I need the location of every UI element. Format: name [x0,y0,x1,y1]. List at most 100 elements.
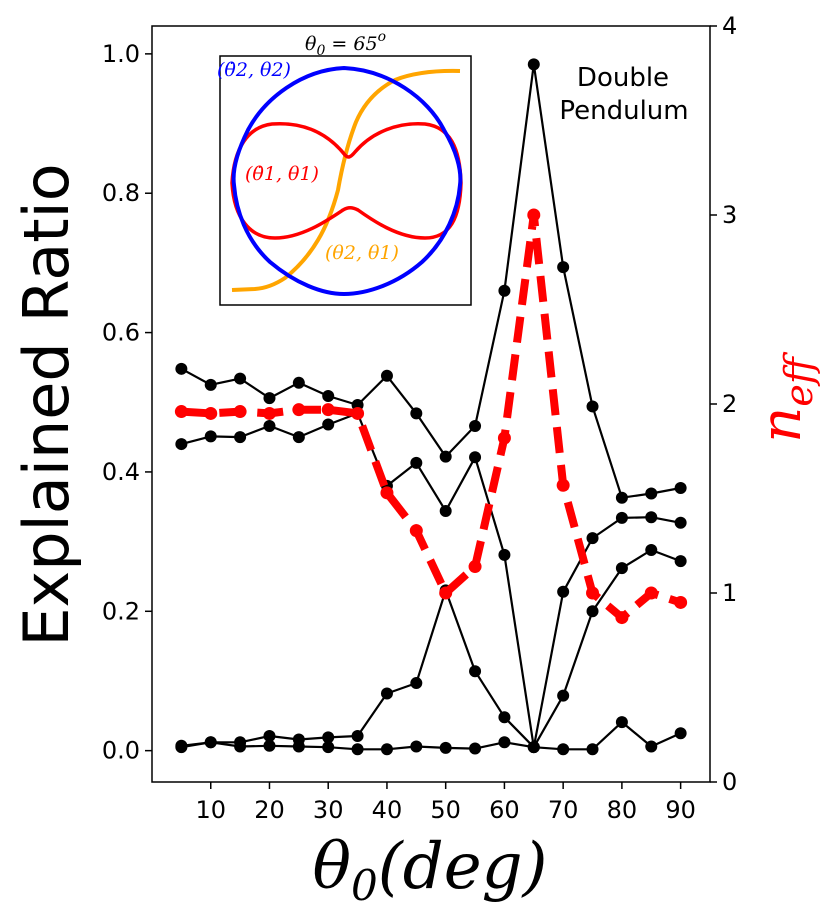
data-point-neff [204,406,218,420]
data-point-ratio-3 [615,562,628,575]
data-point-ratio-2 [292,431,305,444]
data-point-neff [321,403,335,417]
data-point-ratio-1 [586,400,599,413]
data-point-neff [644,586,658,600]
data-point-neff [615,611,629,625]
data-point-ratio-3 [263,730,276,743]
y2-tick-label: 4 [722,12,737,40]
data-point-neff [262,406,276,420]
inset-frame [219,55,472,306]
data-point-ratio-4 [674,727,687,740]
x-tick-label: 30 [313,796,344,824]
data-point-ratio-4 [498,736,511,749]
inset-label-red: (θ̇1, θ1) [245,163,319,185]
data-point-neff [439,586,453,600]
data-point-ratio-1 [674,481,687,494]
data-point-ratio-3 [674,555,687,568]
data-point-ratio-1 [380,369,393,382]
data-point-ratio-2 [175,438,188,451]
x-tick-label: 40 [372,796,403,824]
data-point-ratio-1 [410,407,423,420]
y-tick-label: 0.2 [102,597,140,625]
y-tick-label: 0.4 [102,458,140,486]
data-point-ratio-4 [292,740,305,753]
data-point-ratio-1 [557,261,570,274]
data-point-ratio-2 [322,418,335,431]
data-point-ratio-2 [263,419,276,432]
series-line-ratio-4 [181,720,682,751]
y-tick-label: 1.0 [102,40,140,68]
data-point-ratio-1 [204,378,217,391]
data-point-ratio-4 [557,743,570,756]
x-axis-label: θ0(deg) [312,830,547,910]
inset-label-blue: (θ̇2, θ2) [217,59,291,81]
data-point-ratio-2 [615,511,628,524]
y-tick-label: 0.0 [102,737,140,765]
data-point-ratio-2 [204,430,217,443]
data-point-ratio-2 [557,585,570,598]
data-point-ratio-2 [645,511,658,524]
data-point-ratio-4 [527,741,540,754]
data-point-ratio-2 [498,548,511,561]
data-point-ratio-3 [322,731,335,744]
data-point-ratio-1 [234,372,247,385]
y-tick-label: 0.6 [102,319,140,347]
series-line-ratio-2 [181,412,681,749]
data-point-ratio-1 [645,487,658,500]
data-point-ratio-4 [410,740,423,753]
data-point-ratio-1 [263,392,276,405]
y2-axis-label: neff [749,351,821,443]
y-axis-label: Explained Ratio [10,163,83,646]
annotation-pendulum: Pendulum [559,96,688,126]
inset-plot: θ0 = 65o (θ̇2, θ2) (θ̇1, θ1) (θ2, θ1) [217,29,472,306]
data-point-ratio-3 [645,543,658,556]
x-tick-label: 50 [430,796,461,824]
data-point-neff [233,405,247,419]
data-point-neff [174,405,188,419]
data-point-neff [674,595,688,609]
y2-tick-label: 2 [722,390,737,418]
data-point-ratio-1 [469,419,482,432]
y2-tick-label: 3 [722,201,737,229]
data-point-ratio-4 [380,743,393,756]
data-point-ratio-1 [292,376,305,389]
data-point-neff [497,431,511,445]
data-point-neff [351,406,365,420]
x-tick-label: 10 [195,796,226,824]
data-point-neff [380,486,394,500]
axes-layer: 10 20 30 40 50 60 70 80 90 0.0 0.2 0.4 0.6 0.8 1.0 0 1 2 3… [102,12,737,824]
data-point-ratio-4 [351,743,364,756]
data-point-neff [527,208,541,222]
data-point-ratio-2 [469,451,482,464]
data-point-ratio-3 [469,665,482,678]
inset-title: θ0 = 65o [305,29,386,59]
data-point-ratio-3 [498,711,511,724]
data-point-ratio-2 [234,431,247,444]
data-point-ratio-3 [410,677,423,690]
data-point-ratio-4 [645,740,658,753]
data-point-ratio-1 [439,450,452,463]
series-line-ratio-3 [181,548,681,749]
data-point-ratio-1 [322,389,335,402]
data-point-ratio-4 [615,716,628,729]
inset-label-orange: (θ2, θ1) [325,242,399,264]
data-point-ratio-4 [263,739,276,752]
data-point-neff [556,478,570,492]
data-point-ratio-3 [380,687,393,700]
x-tick-label: 60 [489,796,520,824]
x-tick-label: 70 [548,796,579,824]
data-point-neff [586,586,600,600]
data-point-ratio-2 [439,504,452,517]
data-point-ratio-3 [586,605,599,618]
data-point-ratio-4 [322,741,335,754]
data-point-ratio-3 [351,730,364,743]
data-point-ratio-1 [615,491,628,504]
data-point-ratio-2 [410,456,423,469]
data-point-neff [409,524,423,538]
data-point-ratio-4 [469,742,482,755]
x-tick-label: 90 [665,796,696,824]
inset-curve-blue [231,65,463,297]
data-point-neff [468,560,482,574]
y2-tick-label: 1 [722,579,737,607]
